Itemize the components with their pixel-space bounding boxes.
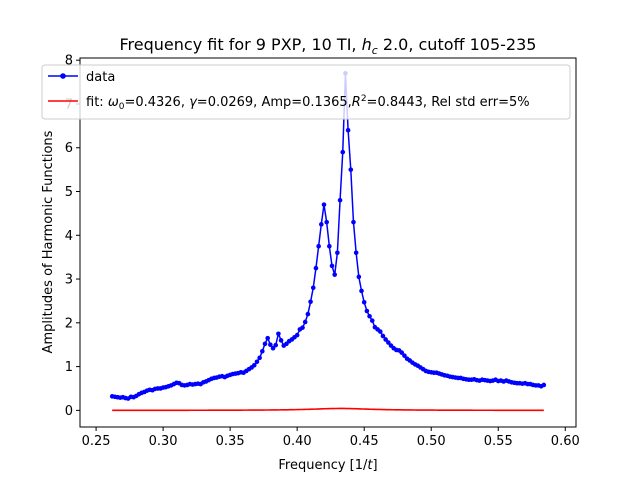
data-point [257, 355, 262, 361]
data-point [402, 353, 407, 358]
data-point [367, 313, 372, 319]
data-point [324, 219, 329, 225]
x-tick-label: 0.60 [551, 434, 580, 449]
data-point [262, 341, 268, 347]
data-point [321, 202, 327, 207]
x-tick-label: 0.50 [417, 434, 446, 449]
data-point [541, 382, 547, 388]
data-point [359, 288, 364, 294]
x-tick-label: 0.55 [484, 434, 513, 449]
data-point [364, 308, 370, 314]
x-tick-label: 0.35 [216, 434, 245, 449]
y-axis-label: Amplitudes of Harmonic Functions [41, 130, 56, 353]
data-point [278, 338, 284, 343]
data-point [340, 149, 346, 155]
data-point [377, 329, 383, 334]
plot-area [109, 71, 547, 412]
data-point [335, 250, 340, 256]
data-point [345, 127, 351, 133]
chart-title: Frequency fit for 9 PXP, 10 TI, hc 2.0, … [120, 35, 537, 57]
legend: data fit: ω0=0.4326, γ=0.0269, Amp=0.136… [41, 64, 571, 120]
data-point [399, 350, 405, 355]
legend-fit-label: fit: ω0=0.4326, γ=0.0269, Amp=0.1365,R2=… [86, 94, 530, 112]
data-point [268, 342, 273, 348]
y-tick-label: 5 [65, 185, 73, 200]
data-point [313, 265, 319, 271]
data-point [260, 348, 265, 354]
data-point [319, 222, 324, 227]
x-tick-label: 0.30 [149, 434, 178, 449]
data-point [308, 299, 313, 305]
data-point [316, 243, 321, 249]
data-point [276, 331, 281, 337]
data-point [251, 362, 257, 368]
data-point [356, 274, 362, 280]
x-tick-label: 0.40 [283, 434, 312, 449]
series-line-fit [112, 407, 544, 412]
y-tick-label: 6 [65, 141, 73, 156]
data-point [337, 197, 343, 203]
data-point [310, 285, 316, 291]
legend-data-marker [60, 73, 66, 79]
data-point [302, 319, 308, 325]
data-point [383, 337, 388, 342]
data-point [369, 318, 375, 323]
data-point [254, 359, 260, 365]
data-point [380, 333, 386, 339]
y-tick-label: 8 [65, 54, 73, 69]
data-point [305, 311, 311, 317]
data-point [361, 299, 367, 305]
axes-frame [79, 57, 577, 428]
x-tick-label: 0.25 [82, 434, 111, 449]
data-point [270, 345, 276, 351]
data-point [294, 332, 300, 338]
data-point [329, 263, 335, 269]
data-point [300, 325, 305, 330]
y-tick-label: 3 [65, 273, 73, 288]
data-point [265, 335, 270, 341]
x-axis-label: Frequency [1/t] [278, 458, 377, 473]
y-tick-label: 4 [65, 229, 73, 244]
y-tick-label: 0 [65, 404, 73, 419]
legend-box [41, 64, 571, 120]
y-tick-label: 1 [65, 360, 73, 375]
data-point [348, 167, 354, 172]
data-point [332, 272, 338, 277]
y-tick-label: 2 [65, 316, 73, 331]
data-point [351, 219, 356, 225]
data-point [273, 342, 279, 348]
data-point [327, 243, 332, 249]
x-axis: 0.25 0.30 0.35 0.40 0.45 0.50 0.55 0.60 [82, 427, 580, 449]
data-point [353, 250, 359, 256]
x-tick-label: 0.45 [350, 434, 379, 449]
data-point [386, 340, 391, 345]
legend-data-label: data [86, 70, 115, 85]
